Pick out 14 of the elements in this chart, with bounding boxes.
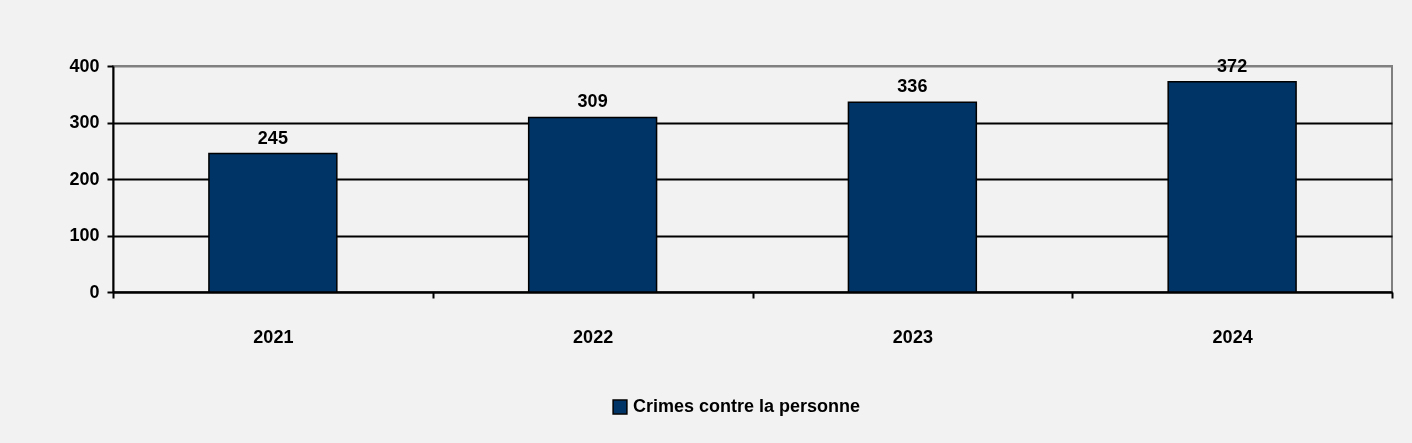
x-tick-label: 2022	[573, 326, 614, 347]
legend-label: Crimes contre la personne	[633, 396, 861, 416]
data-label: 245	[257, 127, 288, 148]
x-tick-label: 2021	[253, 326, 294, 347]
y-tick-label: 400	[69, 55, 100, 76]
y-tick-label: 200	[69, 168, 100, 189]
x-tick-label: 2024	[1212, 326, 1253, 347]
x-tick-label: 2023	[892, 326, 933, 347]
y-tick-label: 300	[69, 112, 100, 132]
data-label: 336	[897, 76, 928, 97]
y-tick-label: 0	[89, 281, 100, 302]
y-tick-label: 100	[69, 225, 100, 245]
data-label: 309	[577, 91, 608, 112]
data-label: 372	[1217, 55, 1248, 76]
